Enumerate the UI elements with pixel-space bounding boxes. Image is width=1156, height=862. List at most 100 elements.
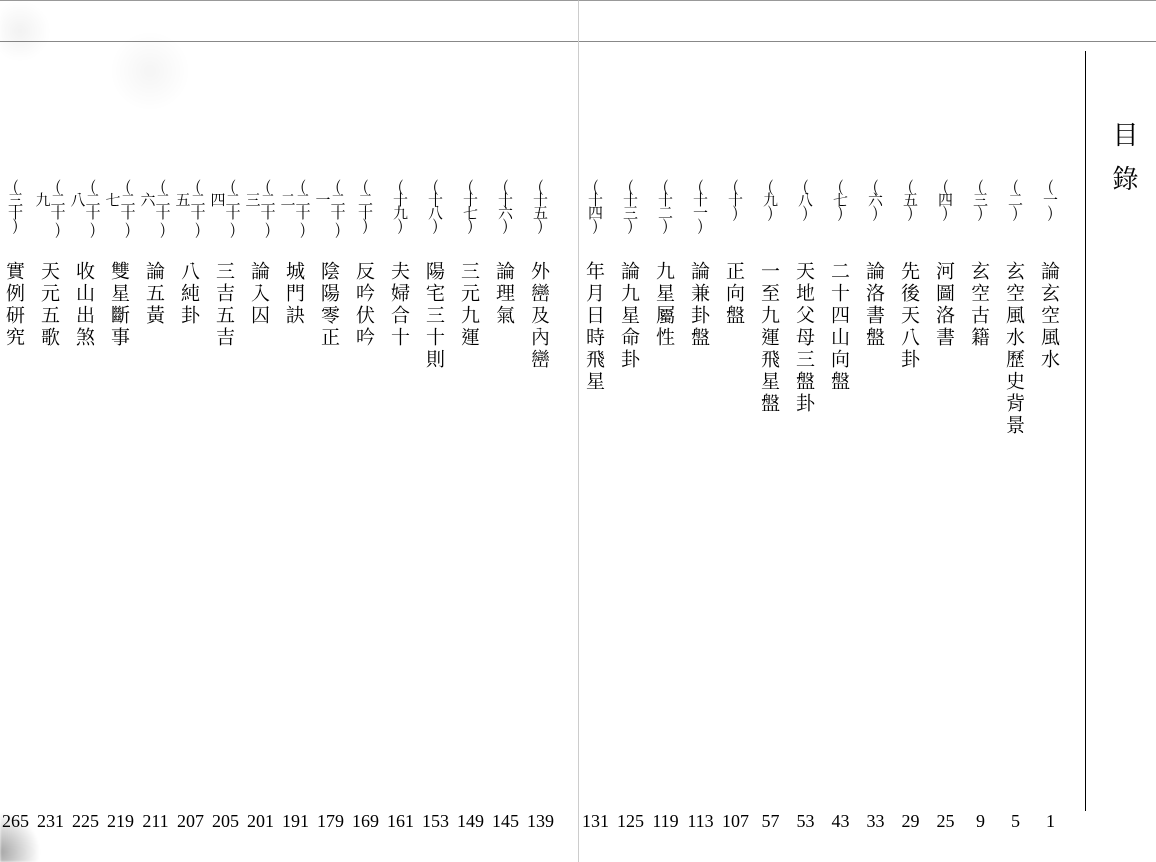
toc-header: 目錄 xyxy=(1112,121,1138,209)
toc-entry-number: 十九 xyxy=(393,179,408,235)
toc-entry-page: 57 xyxy=(753,811,788,832)
toc-entry-page: 219 xyxy=(103,811,138,832)
toc-entry-page: 107 xyxy=(718,811,753,832)
toc-entry-title: 一至九運飛星盤 xyxy=(761,261,780,415)
toc-entry-page: 33 xyxy=(858,811,893,832)
toc-entry-page: 149 xyxy=(453,811,488,832)
toc-entry: 十四年月日時飛星 xyxy=(578,179,613,819)
toc-entry-title: 雙星斷事 xyxy=(111,261,130,349)
toc-entry-number: 二十一 xyxy=(316,179,346,235)
toc-entry: 二玄空風水歷史背景 xyxy=(998,179,1033,819)
toc-entry-number: 二十五 xyxy=(176,179,206,235)
toc-entry-number: 七 xyxy=(833,179,848,235)
toc-entry-number: 二十三 xyxy=(246,179,276,235)
toc-entry-number: 十 xyxy=(728,179,743,235)
toc-entry-title: 論五黃 xyxy=(146,261,165,327)
toc-entry-page: 1 xyxy=(1033,811,1068,832)
toc-entry-title: 論洛書盤 xyxy=(866,261,885,349)
toc-entry-number: 三 xyxy=(973,179,988,235)
toc-entry-title: 論理氣 xyxy=(496,261,515,327)
toc-entry-page: 43 xyxy=(823,811,858,832)
toc-entry: 三玄空古籍 xyxy=(963,179,998,819)
toc-entry: 三十實例研究 xyxy=(0,179,33,819)
toc-entry: 五先後天八卦 xyxy=(893,179,928,819)
toc-entry: 二十七雙星斷事 xyxy=(103,179,138,819)
page-numbers-right: 159252933435357107113119125131 xyxy=(578,811,1068,832)
toc-entry-number: 十五 xyxy=(533,179,548,235)
toc-entry-page: 169 xyxy=(348,811,383,832)
spread: 十五外巒及內巒十六論理氣十七三元九運十八陽宅三十則十九夫婦合十二十反吟伏吟二十一… xyxy=(0,0,1156,862)
toc-entry: 十三論九星命卦 xyxy=(613,179,648,819)
toc-entry-number: 二十九 xyxy=(36,179,66,235)
toc-entry-number: 八 xyxy=(798,179,813,235)
toc-entry-title: 天地父母三盤卦 xyxy=(796,261,815,415)
toc-columns-left: 十五外巒及內巒十六論理氣十七三元九運十八陽宅三十則十九夫婦合十二十反吟伏吟二十一… xyxy=(0,179,558,819)
toc-entry: 八天地父母三盤卦 xyxy=(788,179,823,819)
toc-entry-number: 十六 xyxy=(498,179,513,235)
toc-entry-title: 夫婦合十 xyxy=(391,261,410,349)
toc-entry-title: 玄空古籍 xyxy=(971,261,990,349)
toc-entry-title: 二十四山向盤 xyxy=(831,261,850,393)
top-rule xyxy=(0,41,578,42)
toc-entry-number: 二 xyxy=(1008,179,1023,235)
toc-entry-number: 三十 xyxy=(8,179,23,235)
toc-entry-page: 29 xyxy=(893,811,928,832)
toc-entry-number: 九 xyxy=(763,179,778,235)
toc-entry-title: 城門訣 xyxy=(286,261,305,327)
toc-entry-title: 陽宅三十則 xyxy=(426,261,445,371)
toc-entry-number: 一 xyxy=(1043,179,1058,235)
toc-entry-title: 論九星命卦 xyxy=(621,261,640,371)
toc-entry-number: 十四 xyxy=(588,179,603,235)
toc-entry-title: 玄空風水歷史背景 xyxy=(1006,261,1025,437)
scan-artifact xyxy=(0,1,310,121)
toc-entry-number: 二十八 xyxy=(71,179,101,235)
toc-entry-number: 二十四 xyxy=(211,179,241,235)
toc-entry-title: 三吉五吉 xyxy=(216,261,235,349)
toc-entry-title: 外巒及內巒 xyxy=(531,261,550,371)
toc-entry-page: 225 xyxy=(68,811,103,832)
toc-entry-page: 9 xyxy=(963,811,998,832)
toc-entry-page: 161 xyxy=(383,811,418,832)
toc-entry: 一論玄空風水 xyxy=(1033,179,1068,819)
toc-entry-page: 191 xyxy=(278,811,313,832)
toc-entry: 十正向盤 xyxy=(718,179,753,819)
toc-entry-title: 天元五歌 xyxy=(41,261,60,349)
toc-entry: 十八陽宅三十則 xyxy=(418,179,453,819)
toc-entry: 十九夫婦合十 xyxy=(383,179,418,819)
vertical-rule xyxy=(1085,51,1086,811)
toc-entry: 二十一陰陽零正 xyxy=(313,179,348,819)
toc-entry-number: 十一 xyxy=(693,179,708,235)
top-rule xyxy=(579,41,1156,42)
toc-entry: 十二九星屬性 xyxy=(648,179,683,819)
toc-entry-title: 年月日時飛星 xyxy=(586,261,605,393)
toc-entry-title: 實例研究 xyxy=(6,261,25,349)
toc-entry-page: 25 xyxy=(928,811,963,832)
toc-entry-title: 論玄空風水 xyxy=(1041,261,1060,371)
toc-entry: 二十三論入囚 xyxy=(243,179,278,819)
toc-entry-number: 四 xyxy=(938,179,953,235)
toc-entry-number: 十三 xyxy=(623,179,638,235)
toc-columns-right: 一論玄空風水二玄空風水歷史背景三玄空古籍四河圖洛書五先後天八卦六論洛書盤七二十四… xyxy=(578,179,1068,819)
toc-entry-page: 5 xyxy=(998,811,1033,832)
toc-entry: 二十八收山出煞 xyxy=(68,179,103,819)
toc-entry-page: 265 xyxy=(0,811,33,832)
toc-entry: 九一至九運飛星盤 xyxy=(753,179,788,819)
toc-entry-title: 三元九運 xyxy=(461,261,480,349)
toc-entry-page: 207 xyxy=(173,811,208,832)
toc-entry-title: 九星屬性 xyxy=(656,261,675,349)
toc-entry-page: 125 xyxy=(613,811,648,832)
toc-entry: 十七三元九運 xyxy=(453,179,488,819)
toc-entry-page: 231 xyxy=(33,811,68,832)
toc-entry-number: 十七 xyxy=(463,179,478,235)
toc-entry: 十六論理氣 xyxy=(488,179,523,819)
toc-entry-title: 陰陽零正 xyxy=(321,261,340,349)
toc-entry: 四河圖洛書 xyxy=(928,179,963,819)
toc-entry-page: 145 xyxy=(488,811,523,832)
toc-entry-title: 論兼卦盤 xyxy=(691,261,710,349)
toc-entry-number: 二十六 xyxy=(141,179,171,235)
toc-entry-number: 十八 xyxy=(428,179,443,235)
page-numbers-left: 1391451491531611691791912012052072112192… xyxy=(0,811,558,832)
toc-entry-page: 53 xyxy=(788,811,823,832)
toc-entry: 十五外巒及內巒 xyxy=(523,179,558,819)
page-right: 目錄 一論玄空風水二玄空風水歷史背景三玄空古籍四河圖洛書五先後天八卦六論洛書盤七… xyxy=(578,0,1156,862)
